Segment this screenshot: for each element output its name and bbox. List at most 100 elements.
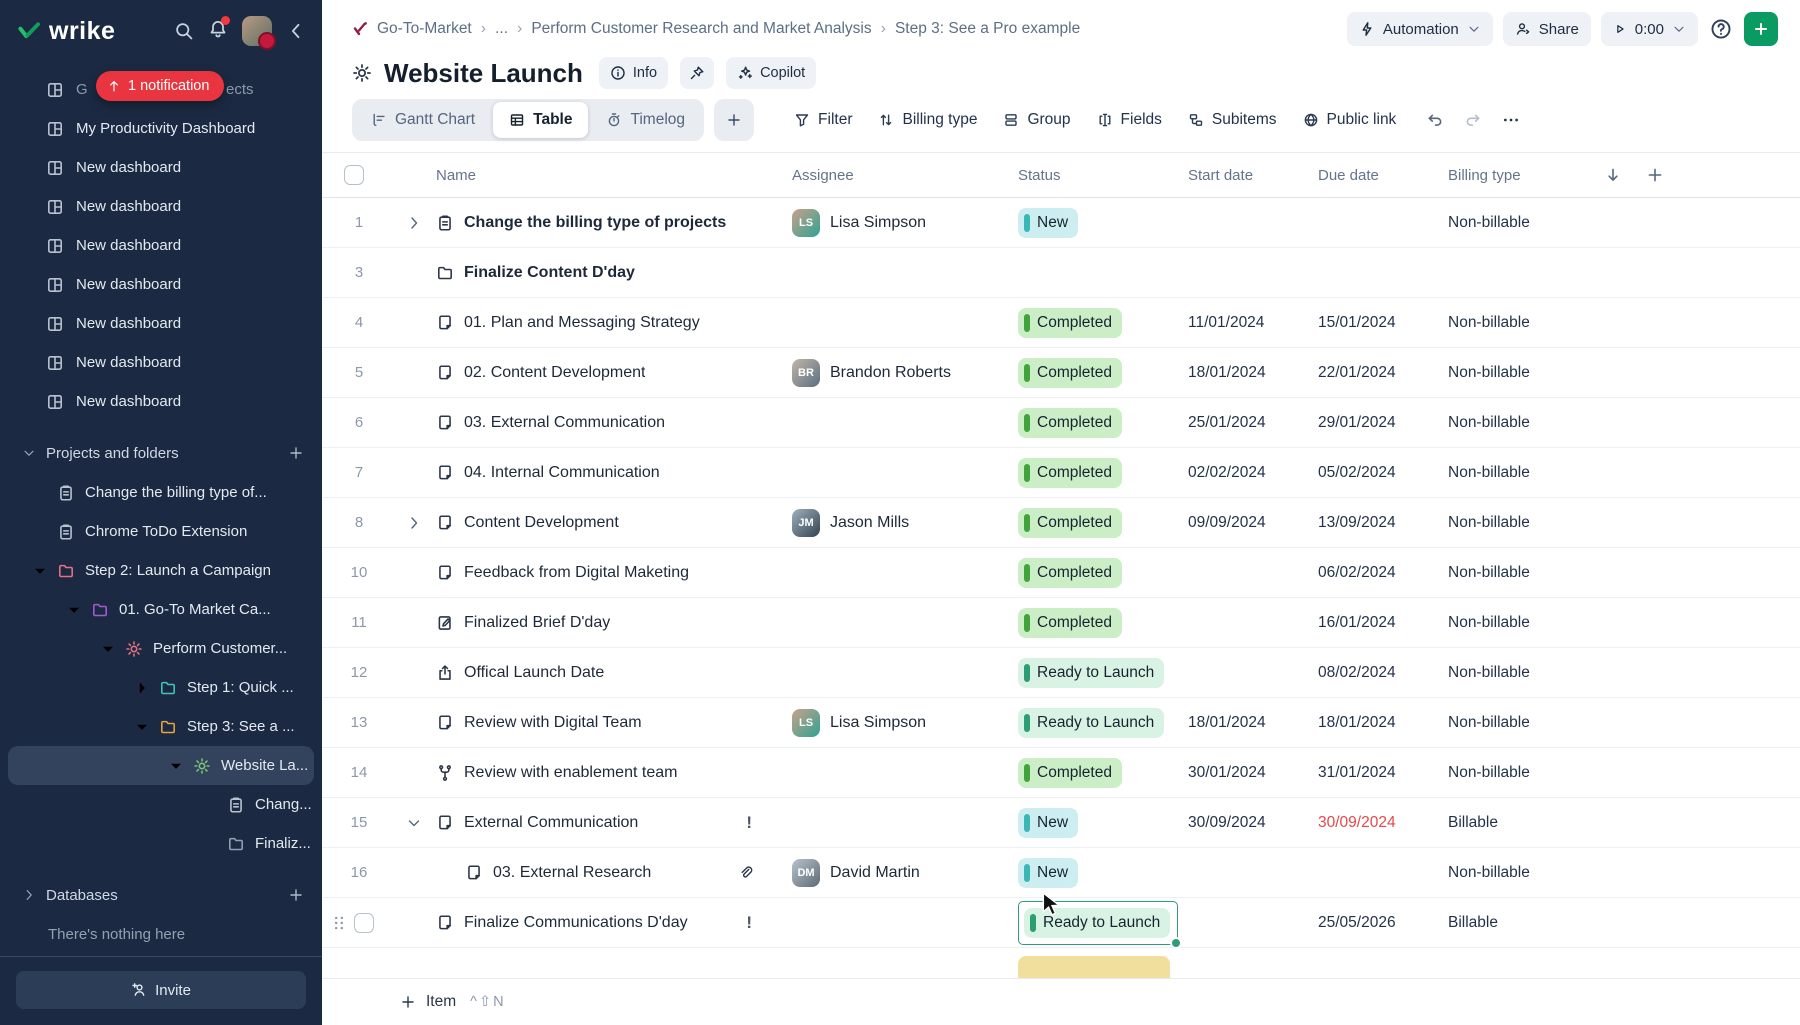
start-date-cell[interactable] (1182, 648, 1312, 697)
table-row[interactable]: 5 02. Content Development BR Brandon Robe… (322, 348, 1800, 398)
sidebar-tree-item[interactable]: Step 1: Quick ... (0, 668, 322, 707)
sidebar-item-dashboard[interactable]: My Productivity Dashboard (0, 109, 322, 148)
due-date-cell[interactable] (1312, 848, 1442, 897)
status-cell[interactable]: Completed (1012, 298, 1182, 347)
table-row[interactable]: 4 01. Plan and Messaging Strategy Comple… (322, 298, 1800, 348)
sidebar-item-dashboard[interactable]: New dashboard (0, 343, 322, 382)
sidebar-item-dashboard[interactable]: New dashboard (0, 187, 322, 226)
start-date-cell[interactable] (1182, 598, 1312, 647)
chevron-down-icon[interactable] (133, 718, 151, 736)
table-row[interactable]: 13 Review with Digital Team LS Lisa Simps… (322, 698, 1800, 748)
assignee-avatar[interactable]: JM (792, 508, 820, 537)
timer-button[interactable]: 0:00 (1600, 12, 1698, 46)
column-header-billing-type[interactable]: Billing type (1448, 166, 1521, 184)
tab-table[interactable]: Table (493, 102, 589, 138)
assignee-cell[interactable] (788, 448, 1012, 497)
status-cell[interactable]: Completed (1012, 598, 1182, 647)
sidebar-tree-item[interactable]: 01. Go-To Market Ca... (0, 590, 322, 629)
column-header-status[interactable]: Status (1018, 166, 1061, 184)
start-date-cell[interactable] (1182, 848, 1312, 897)
due-date-cell[interactable]: 13/09/2024 (1318, 513, 1396, 531)
start-date-cell[interactable]: 09/09/2024 (1188, 513, 1266, 531)
paperclip-icon[interactable] (738, 865, 754, 881)
task-name-cell[interactable]: 02. Content Development (436, 348, 788, 397)
public-link-button[interactable]: Public link (1303, 111, 1396, 129)
copilot-button[interactable]: Copilot (726, 57, 817, 89)
expand-toggle-chevron-right-icon[interactable] (406, 215, 422, 231)
column-header-assignee[interactable]: Assignee (792, 166, 854, 184)
billing-type-cell[interactable]: Non-billable (1448, 663, 1530, 681)
invite-button[interactable]: Invite (16, 971, 306, 1009)
breadcrumb-item[interactable]: Go-To-Market (377, 20, 472, 37)
status-cell[interactable]: Completed (1012, 448, 1182, 497)
sidebar-tree-item[interactable]: Finaliz... (0, 824, 322, 863)
status-cell[interactable]: New (1012, 198, 1182, 247)
task-name-cell[interactable]: Review with enablement team (436, 748, 788, 797)
column-header-name[interactable]: Name (436, 166, 477, 184)
search-icon[interactable] (174, 21, 194, 41)
due-date-cell[interactable]: 15/01/2024 (1318, 313, 1396, 331)
start-date-cell[interactable]: 30/09/2024 (1188, 813, 1266, 831)
fields-button[interactable]: Fields (1097, 111, 1162, 129)
status-cell[interactable]: Completed (1012, 398, 1182, 447)
sidebar-item-dashboard[interactable]: New dashboard (0, 148, 322, 187)
table-row[interactable]: 6 03. External Communication Completed 2… (322, 398, 1800, 448)
status-pill[interactable]: Ready to Launch (1018, 707, 1165, 738)
chevron-down-icon[interactable] (65, 601, 83, 619)
task-name-cell[interactable]: Finalize Communications D'day ! (436, 898, 788, 947)
importance-exclamation[interactable]: ! (746, 912, 752, 932)
assignee-cell[interactable]: LS Lisa Simpson (788, 198, 1012, 247)
collapse-sidebar-icon[interactable] (286, 21, 306, 41)
notification-pill[interactable]: 1 notification (96, 71, 225, 101)
task-name-cell[interactable]: Change the billing type of projects (436, 198, 788, 247)
chevron-down-icon[interactable] (167, 757, 185, 775)
start-date-cell[interactable] (1182, 248, 1312, 297)
sidebar-tree-item[interactable]: Step 2: Launch a Campaign (0, 551, 322, 590)
assignee-cell[interactable] (788, 598, 1012, 647)
assignee-cell[interactable]: BR Brandon Roberts (788, 348, 1012, 397)
chevron-right-icon[interactable] (22, 888, 36, 902)
sidebar-item-covered[interactable]: G ects (0, 70, 322, 109)
selected-status-cell[interactable]: Ready to Launch (1018, 900, 1182, 949)
start-date-cell[interactable]: 02/02/2024 (1188, 463, 1266, 481)
assignee-avatar[interactable]: BR (792, 358, 820, 387)
status-cell[interactable]: Ready to Launch (1012, 898, 1182, 949)
assignee-avatar[interactable]: LS (792, 708, 820, 737)
status-cell[interactable]: Completed (1012, 348, 1182, 397)
add-view-button[interactable] (714, 99, 755, 141)
start-date-cell[interactable]: 18/01/2024 (1188, 363, 1266, 381)
status-pill[interactable]: Completed (1018, 307, 1122, 338)
task-name-cell[interactable]: 03. External Communication (436, 398, 788, 447)
start-date-cell[interactable] (1182, 898, 1312, 947)
table-row[interactable]: 16 03. External Research DM David Martin … (322, 848, 1800, 898)
tab-gantt-chart[interactable]: Gantt Chart (355, 102, 491, 138)
pin-button[interactable] (680, 57, 715, 89)
user-avatar[interactable] (242, 16, 276, 50)
status-cell[interactable]: Completed (1012, 548, 1182, 597)
due-date-cell[interactable]: 06/02/2024 (1318, 563, 1396, 581)
start-date-cell[interactable]: 30/01/2024 (1188, 763, 1266, 781)
importance-exclamation[interactable]: ! (746, 812, 752, 832)
assignee-cell[interactable]: JM Jason Mills (788, 498, 1012, 547)
start-date-cell[interactable] (1182, 198, 1312, 247)
billing-type-cell[interactable]: Billable (1448, 913, 1498, 931)
status-pill[interactable]: Completed (1018, 557, 1122, 588)
sort-descending-icon[interactable] (1604, 166, 1622, 184)
assignee-cell[interactable]: DM David Martin (788, 848, 1012, 897)
due-date-cell[interactable]: 29/01/2024 (1318, 413, 1396, 431)
sidebar-item-dashboard[interactable]: New dashboard (0, 226, 322, 265)
start-date-cell[interactable] (1182, 548, 1312, 597)
billing-type-cell[interactable]: Non-billable (1448, 413, 1530, 431)
assignee-avatar[interactable]: DM (792, 858, 820, 887)
billing-type-cell[interactable]: Non-billable (1448, 763, 1530, 781)
add-database-icon[interactable] (288, 887, 304, 903)
billing-type-cell[interactable]: Non-billable (1448, 363, 1530, 381)
due-date-cell[interactable]: 30/09/2024 (1318, 813, 1396, 831)
add-item-bar[interactable]: Item ^⇧N (322, 978, 1800, 1025)
status-cell[interactable]: Completed (1012, 748, 1182, 797)
sidebar-tree-item[interactable]: Chang... (0, 785, 322, 824)
task-name-cell[interactable]: External Communication ! (436, 798, 788, 847)
automation-button[interactable]: Automation (1346, 12, 1493, 46)
breadcrumb-item[interactable]: Step 3: See a Pro example (894, 20, 1081, 37)
column-header-start-date[interactable]: Start date (1188, 166, 1254, 184)
